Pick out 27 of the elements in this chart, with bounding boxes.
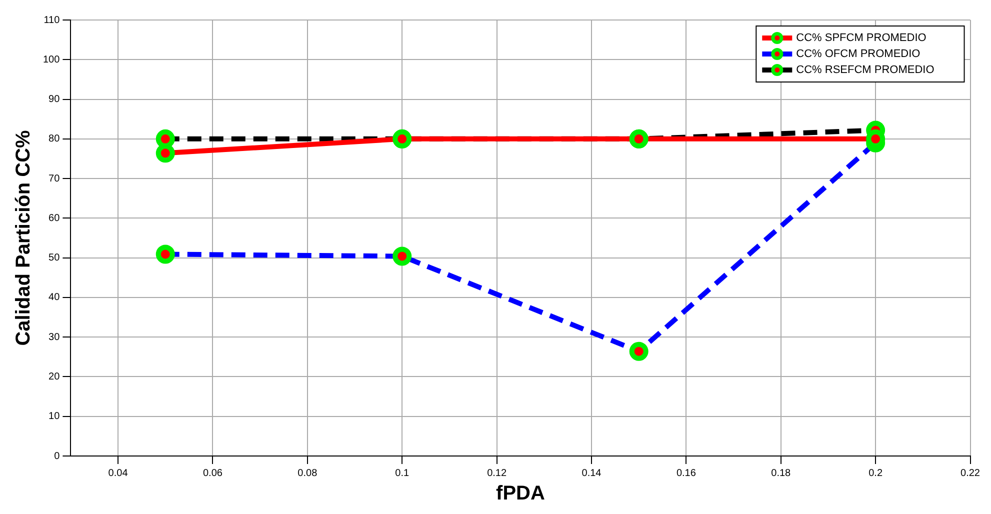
y-tick-label: 90: [48, 94, 60, 106]
x-tick-label: 0.16: [676, 468, 696, 479]
x-tick-label: 0.2: [868, 468, 883, 479]
y-tick-label: 110: [44, 14, 60, 26]
y-tick-label: 40: [48, 292, 60, 304]
y-tick-label: 80: [48, 134, 60, 145]
x-tick-label: 0.22: [960, 468, 980, 479]
legend-label: CC% RSEFCM PROMEDIO: [796, 64, 935, 76]
x-axis-title: fPDA: [496, 482, 545, 505]
y-tick-label: 0: [54, 450, 60, 462]
legend-label: CC% OFCM PROMEDIO: [796, 48, 921, 60]
y-tick-label: 30: [48, 332, 60, 343]
x-tick-label: 0.06: [202, 468, 223, 479]
y-tick-label: 70: [48, 173, 60, 184]
x-tick-label: 0.1: [395, 468, 410, 479]
y-tick-label: 50: [48, 252, 60, 264]
y-tick-label: 20: [48, 371, 60, 382]
x-tick-label: 0.14: [582, 468, 602, 479]
y-axis-title: Calidad Partición CC%: [12, 130, 35, 346]
x-tick-label: 0.12: [487, 468, 507, 479]
y-tick-label: 60: [48, 212, 60, 224]
legend-label: CC% SPFCM PROMEDIO: [796, 32, 927, 44]
y-tick-label: 100: [42, 54, 60, 66]
y-tick-label: 10: [48, 411, 60, 422]
x-tick-label: 0.08: [298, 468, 318, 479]
x-tick-label: 0.18: [771, 468, 792, 479]
x-tick-label: 0.04: [108, 468, 128, 479]
